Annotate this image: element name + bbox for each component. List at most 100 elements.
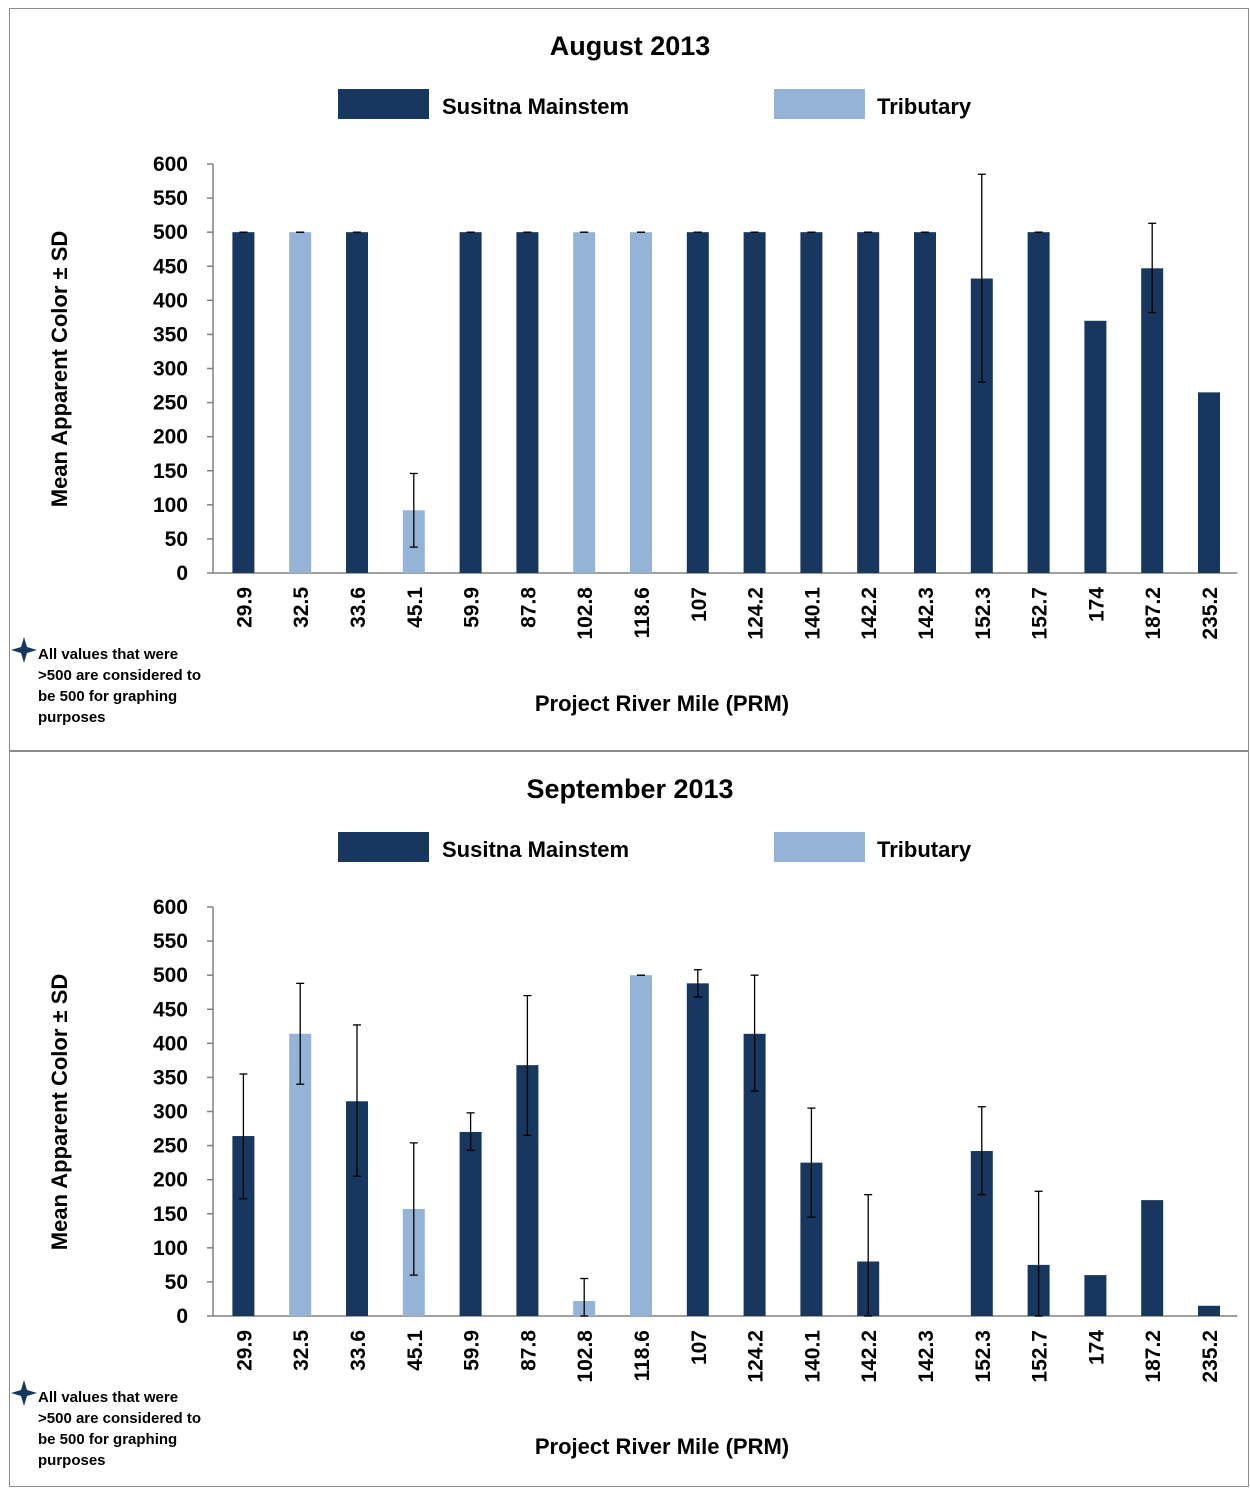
- x-tick-label-152-3: 152.3: [972, 1330, 995, 1383]
- x-tick-label-187-2: 187.2: [1142, 1330, 1165, 1383]
- x-tick-label-140-1: 140.1: [801, 587, 824, 640]
- legend-swatch-mainstem: [338, 832, 429, 862]
- bar-118-6: [630, 232, 652, 573]
- chart-title: August 2013: [550, 31, 711, 61]
- footnote-line: >500 are considered to: [38, 667, 201, 684]
- y-tick-label: 350: [153, 323, 188, 346]
- y-axis-title: Mean Apparent Color ± SD: [47, 974, 72, 1251]
- bar-29-9: [232, 232, 255, 573]
- bar-87-8: [516, 232, 539, 573]
- x-tick-label-124-2: 124.2: [745, 587, 768, 640]
- footnote-line: be 500 for graphing: [38, 1431, 177, 1448]
- bar-102-8: [573, 232, 596, 573]
- y-tick-label: 300: [153, 1101, 188, 1124]
- footnote-line: purposes: [38, 709, 106, 726]
- x-tick-label-29-9: 29.9: [233, 587, 256, 628]
- legend-label-mainstem: Susitna Mainstem: [442, 94, 629, 119]
- x-tick-label-107: 107: [688, 1330, 711, 1365]
- x-tick-label-32-5: 32.5: [290, 587, 313, 628]
- x-tick-label-45-1: 45.1: [404, 1330, 427, 1371]
- chart-panel-september: September 2013 Susitna Mainstem Tributary 0…: [9, 751, 1249, 1487]
- x-tick-label-118-6: 118.6: [631, 1330, 654, 1381]
- y-axis-title: Mean Apparent Color ± SD: [47, 231, 72, 508]
- four-point-star-icon: [11, 1380, 37, 1406]
- x-tick-label-32-5: 32.5: [290, 1330, 313, 1371]
- bar-174: [1084, 320, 1107, 573]
- y-tick-label: 0: [176, 562, 188, 585]
- bar-140-1: [800, 232, 823, 573]
- y-tick-label: 50: [165, 528, 188, 551]
- y-tick-label: 450: [153, 255, 188, 278]
- y-tick-label: 50: [165, 1271, 188, 1294]
- bar-235-2: [1198, 1305, 1220, 1316]
- legend-swatch-tributary: [774, 89, 865, 119]
- bar-33-6: [346, 1101, 368, 1316]
- x-tick-label-102-8: 102.8: [574, 587, 597, 640]
- bar-174: [1084, 1275, 1107, 1316]
- bar-124-2: [743, 232, 766, 573]
- x-tick-label-152-7: 152.7: [1029, 587, 1052, 640]
- x-tick-label-235-2: 235.2: [1199, 587, 1222, 640]
- x-axis-title: Project River Mile (PRM): [535, 691, 789, 716]
- y-tick-label: 300: [153, 358, 188, 381]
- y-tick-label: 200: [153, 1169, 188, 1192]
- y-tick-label: 400: [153, 1032, 188, 1055]
- y-tick-label: 100: [153, 494, 188, 517]
- x-tick-label-59-9: 59.9: [461, 587, 484, 628]
- bar-152-3: [970, 278, 993, 573]
- bar-142-2: [857, 232, 880, 573]
- bar-33-6: [346, 232, 368, 573]
- y-tick-label: 200: [153, 426, 188, 449]
- y-tick-label: 150: [153, 460, 188, 483]
- bar-118-6: [630, 975, 652, 1316]
- x-tick-label-102-8: 102.8: [574, 1330, 597, 1383]
- x-tick-label-45-1: 45.1: [404, 587, 427, 628]
- y-tick-label: 500: [153, 964, 188, 987]
- y-tick-label: 100: [153, 1237, 188, 1260]
- x-tick-label-174: 174: [1085, 1330, 1108, 1365]
- y-tick-label: 350: [153, 1066, 188, 1089]
- x-tick-label-33-6: 33.6: [347, 1330, 370, 1371]
- footnote-line: >500 are considered to: [38, 1410, 201, 1427]
- x-tick-label-107: 107: [688, 587, 711, 622]
- legend-swatch-mainstem: [338, 89, 429, 119]
- y-tick-label: 600: [153, 896, 188, 919]
- legend-label-mainstem: Susitna Mainstem: [442, 837, 629, 862]
- bar-chart-september: September 2013 Susitna Mainstem Tributary 0…: [11, 774, 1238, 1469]
- footnote-line: be 500 for graphing: [38, 688, 177, 705]
- bar-142-3: [914, 232, 936, 573]
- bar-187-2: [1141, 1200, 1164, 1316]
- x-tick-label-59-9: 59.9: [461, 1330, 484, 1371]
- x-tick-label-87-8: 87.8: [517, 587, 540, 628]
- x-tick-label-142-3: 142.3: [915, 1330, 938, 1383]
- x-tick-label-33-6: 33.6: [347, 587, 370, 628]
- bar-107: [686, 983, 709, 1316]
- bar-29-9: [232, 1136, 255, 1316]
- bar-32-5: [289, 1033, 312, 1316]
- footnote-line: All values that were: [38, 646, 178, 663]
- chart-panel-august: August 2013 Susitna Mainstem Tributary 0 50 1…: [9, 8, 1249, 751]
- bar-59-9: [459, 232, 482, 573]
- x-tick-label-235-2: 235.2: [1199, 1330, 1222, 1383]
- y-tick-label: 250: [153, 392, 188, 415]
- footnote-line: All values that were: [38, 1389, 178, 1406]
- x-tick-label-142-2: 142.2: [858, 1330, 881, 1383]
- x-tick-label-142-3: 142.3: [915, 587, 938, 640]
- legend-label-tributary: Tributary: [877, 94, 972, 119]
- x-tick-label-174: 174: [1085, 587, 1108, 622]
- x-tick-label-87-8: 87.8: [517, 1330, 540, 1371]
- x-tick-label-142-2: 142.2: [858, 587, 881, 640]
- y-tick-label: 600: [153, 153, 188, 176]
- y-tick-label: 450: [153, 998, 188, 1021]
- x-axis-title: Project River Mile (PRM): [535, 1434, 789, 1459]
- bar-140-1: [800, 1162, 823, 1316]
- bar-32-5: [289, 232, 312, 573]
- y-tick-label: 150: [153, 1203, 188, 1226]
- bar-187-2: [1141, 268, 1164, 573]
- y-tick-label: 550: [153, 187, 188, 210]
- bar-152-3: [970, 1151, 993, 1316]
- bar-235-2: [1198, 392, 1220, 573]
- x-tick-label-29-9: 29.9: [233, 1330, 256, 1371]
- chart-title: September 2013: [526, 774, 733, 804]
- legend-swatch-tributary: [774, 832, 865, 862]
